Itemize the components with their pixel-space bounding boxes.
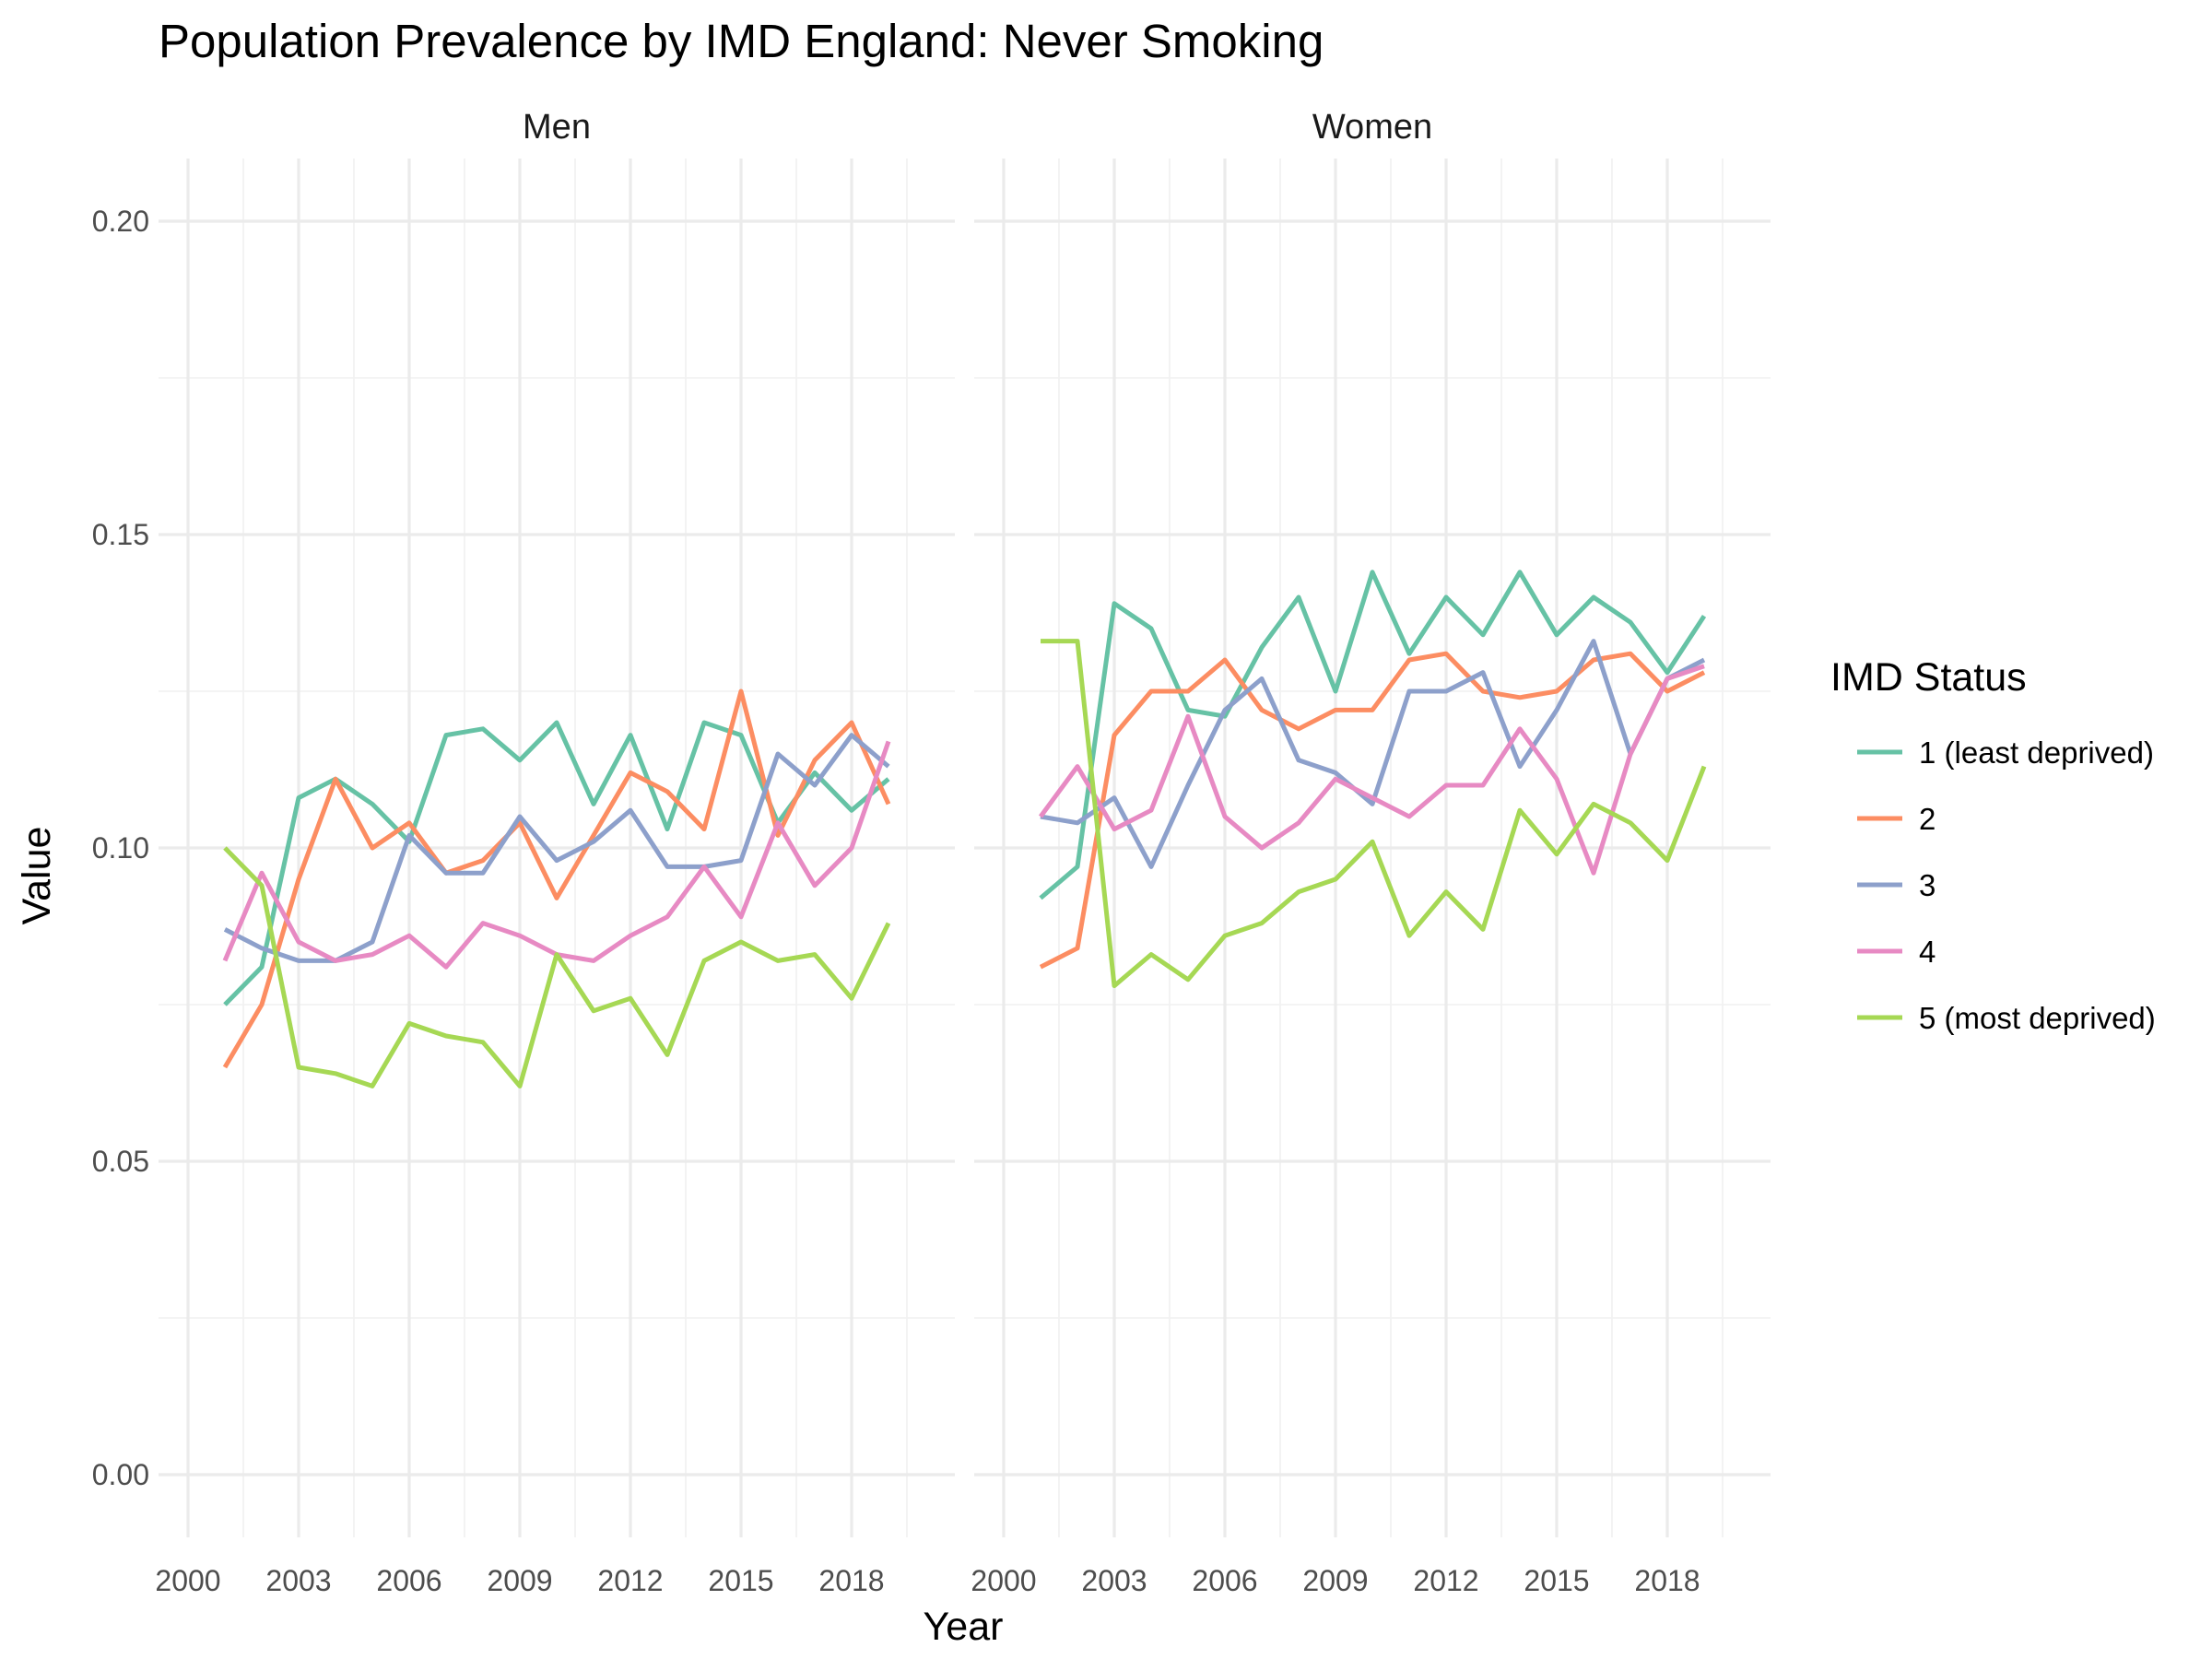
series-line-women-imd-3: [1040, 639, 1706, 869]
legend-item-imd-5: 5 (most deprived): [1857, 1001, 2156, 1035]
legend-label: 3: [1919, 868, 1936, 902]
x-tick-label: 2006: [1192, 1564, 1257, 1597]
x-tick-label: 2000: [155, 1564, 220, 1597]
x-tick-label: 2009: [487, 1564, 552, 1597]
legend-label: 5 (most deprived): [1919, 1001, 2156, 1035]
chart-title: Population Prevalence by IMD England: Ne…: [159, 15, 1324, 67]
legend-item-imd-2: 2: [1857, 802, 1936, 836]
legend-item-imd-4: 4: [1857, 935, 1936, 969]
x-tick-label: 2012: [1413, 1564, 1478, 1597]
x-axis-title: Year: [924, 1605, 1004, 1649]
legend-label: 4: [1919, 935, 1936, 969]
series-line-women-imd-1: [1039, 570, 1707, 900]
y-axis-title: Value: [15, 827, 59, 925]
x-tick-label: 2006: [376, 1564, 441, 1597]
y-tick-label: 0.20: [92, 205, 149, 238]
series-line-women-imd-4: [1038, 664, 1705, 876]
x-tick-label: 2000: [971, 1564, 1036, 1597]
x-tick-label: 2003: [1081, 1564, 1147, 1597]
series-line-women-imd-5: [1041, 639, 1707, 989]
legend-title: IMD Status: [1830, 655, 2027, 700]
x-tick-label: 2003: [265, 1564, 331, 1597]
legend-label: 1 (least deprived): [1919, 735, 2154, 770]
x-tick-label: 2012: [597, 1564, 663, 1597]
legend-label: 2: [1919, 802, 1936, 836]
y-tick-label: 0.00: [92, 1458, 149, 1491]
series-line-women-imd-2: [1039, 651, 1706, 970]
series-line-men-imd-5: [223, 846, 891, 1088]
x-tick-label: 2015: [708, 1564, 773, 1597]
facet-label-men: Men: [523, 108, 591, 147]
series-line-men-imd-4: [222, 740, 891, 970]
y-tick-label: 0.15: [92, 518, 149, 551]
series-line-men-imd-2: [222, 688, 891, 1069]
facet-label-women: Women: [1312, 108, 1432, 147]
facet-panel-men: Men 2000 2003 2006 2009 2012 2015 2018 0.00 0.05 0…: [92, 108, 955, 1597]
legend-item-imd-1: 1 (least deprived): [1857, 735, 2154, 770]
x-tick-label: 2018: [818, 1564, 884, 1597]
x-tick-label: 2015: [1524, 1564, 1589, 1597]
x-tick-label: 2009: [1302, 1564, 1368, 1597]
x-tick-label: 2018: [1634, 1564, 1700, 1597]
y-tick-label: 0.10: [92, 831, 149, 865]
y-tick-label: 0.05: [92, 1145, 149, 1178]
legend-item-imd-3: 3: [1857, 868, 1936, 902]
legend: IMD Status 1 (least deprived) 2 3 4 5 (most …: [1830, 655, 2156, 1035]
facet-panel-women: Women 2000 2003 2006 2009 2012 2015 2018: [971, 108, 1771, 1597]
